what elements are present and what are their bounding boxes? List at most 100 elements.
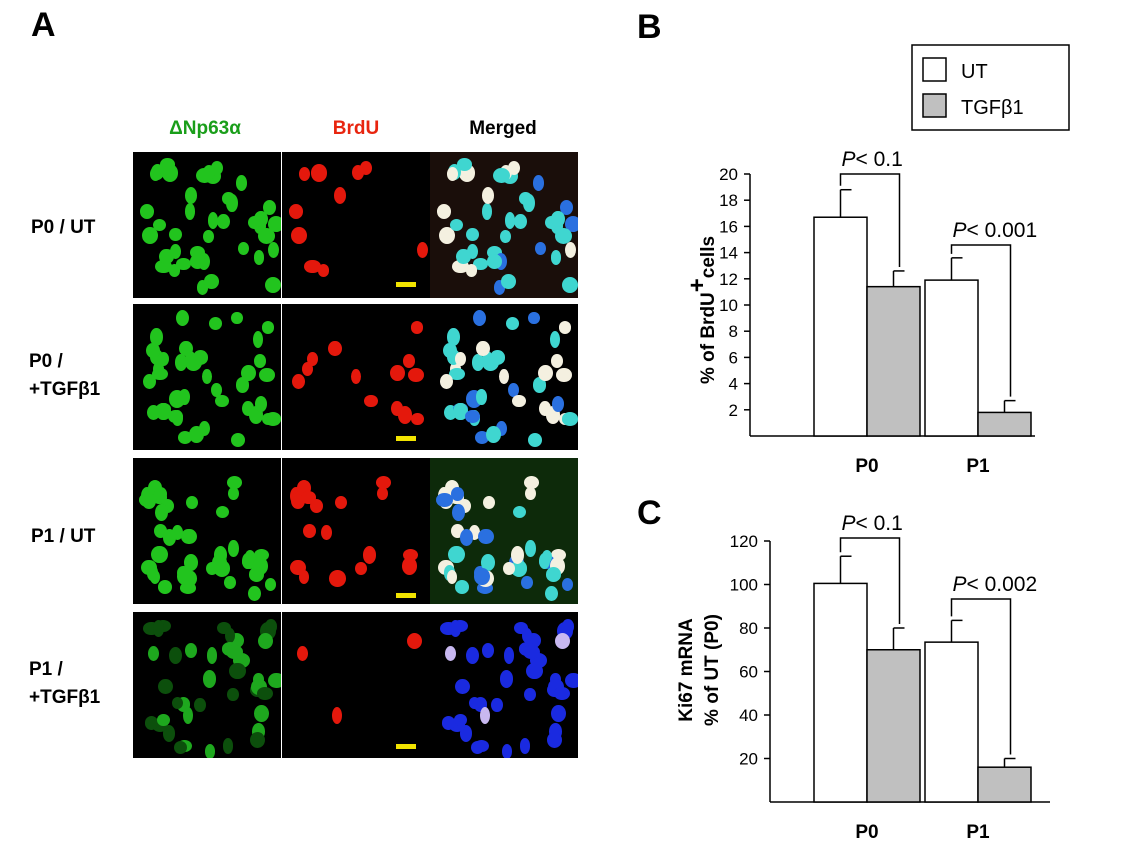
cell-nucleus bbox=[500, 274, 516, 289]
cell-nucleus bbox=[555, 633, 570, 650]
cell-nucleus bbox=[148, 646, 160, 662]
x-tick-label: P1 bbox=[966, 456, 990, 477]
cell-nucleus bbox=[416, 242, 428, 259]
cell-nucleus bbox=[152, 620, 164, 637]
cell-nucleus bbox=[489, 349, 506, 365]
cell-nucleus bbox=[198, 420, 210, 436]
x-tick-label: P0 bbox=[855, 456, 878, 477]
cell-nucleus bbox=[512, 394, 526, 408]
cell-nucleus bbox=[237, 241, 249, 255]
cell-nucleus bbox=[183, 707, 194, 725]
cell-nucleus bbox=[181, 528, 197, 545]
cell-nucleus bbox=[259, 367, 276, 383]
cell-nucleus bbox=[157, 714, 170, 727]
p-value-text: < 0.002 bbox=[967, 573, 1038, 596]
cell-nucleus bbox=[561, 276, 578, 294]
y-tick-label: 20 bbox=[739, 750, 758, 769]
cell-nucleus bbox=[446, 166, 459, 181]
cell-nucleus bbox=[466, 244, 478, 260]
cell-nucleus bbox=[564, 672, 578, 689]
y-tick-label: 20 bbox=[719, 165, 738, 184]
cell-nucleus bbox=[160, 158, 175, 171]
cell-nucleus bbox=[307, 352, 318, 367]
cell-nucleus bbox=[209, 316, 223, 330]
cell-nucleus bbox=[546, 731, 563, 749]
cell-nucleus bbox=[539, 552, 551, 569]
cell-nucleus bbox=[561, 412, 578, 426]
cell-nucleus bbox=[448, 545, 466, 564]
cell-nucleus bbox=[456, 248, 471, 265]
cell-nucleus bbox=[455, 580, 469, 594]
cell-nucleus bbox=[453, 402, 468, 421]
cell-nucleus bbox=[443, 342, 457, 359]
cell-nucleus bbox=[252, 331, 263, 349]
cell-nucleus bbox=[206, 646, 218, 664]
cell-nucleus bbox=[253, 705, 269, 723]
cell-nucleus bbox=[472, 354, 484, 371]
cell-nucleus bbox=[153, 219, 167, 232]
cell-nucleus bbox=[527, 311, 540, 325]
cell-nucleus bbox=[222, 192, 235, 205]
micrograph-r1-c3 bbox=[430, 152, 578, 298]
y-axis-label-part: cells bbox=[698, 236, 719, 278]
cell-nucleus bbox=[455, 352, 466, 367]
cell-nucleus bbox=[564, 242, 576, 259]
cell-nucleus bbox=[481, 202, 493, 221]
y-tick-label: 6 bbox=[729, 348, 738, 367]
y-tick-label: 2 bbox=[729, 401, 738, 420]
cell-nucleus bbox=[460, 529, 474, 547]
cell-nucleus bbox=[558, 321, 572, 334]
cell-nucleus bbox=[309, 499, 324, 514]
micrograph-r3-c3 bbox=[430, 458, 578, 604]
cell-nucleus bbox=[398, 406, 413, 424]
cell-nucleus bbox=[525, 486, 536, 500]
cell-nucleus bbox=[254, 354, 267, 368]
cell-nucleus bbox=[511, 546, 525, 564]
cell-nucleus bbox=[257, 227, 275, 244]
cell-nucleus bbox=[534, 241, 546, 255]
cell-nucleus bbox=[215, 394, 229, 408]
cell-nucleus bbox=[451, 486, 465, 501]
micrograph-r2-c1 bbox=[133, 304, 281, 450]
row-label-p0-tgf: P0 / +TGFβ1 bbox=[29, 348, 100, 404]
bar-tgfβ1-p0 bbox=[866, 285, 921, 437]
cell-nucleus bbox=[449, 620, 461, 637]
cell-nucleus bbox=[561, 578, 574, 592]
y-tick-label: 16 bbox=[719, 217, 738, 236]
cell-nucleus bbox=[241, 400, 254, 417]
cell-nucleus bbox=[139, 204, 154, 219]
cell-nucleus bbox=[228, 540, 239, 557]
cell-nucleus bbox=[506, 316, 520, 330]
p-value-letter: P bbox=[842, 148, 856, 171]
cell-nucleus bbox=[151, 545, 169, 564]
cell-nucleus bbox=[503, 561, 516, 576]
cell-nucleus bbox=[185, 496, 198, 510]
cell-nucleus bbox=[468, 524, 480, 540]
row-label-line: P0 / bbox=[29, 351, 63, 372]
y-tick-label: 14 bbox=[719, 244, 738, 263]
cell-nucleus bbox=[206, 561, 219, 576]
cell-nucleus bbox=[267, 672, 281, 689]
cell-nucleus bbox=[545, 586, 559, 602]
cell-nucleus bbox=[538, 400, 551, 417]
cell-nucleus bbox=[478, 528, 494, 545]
y-tick-label: 60 bbox=[739, 663, 758, 682]
cell-nucleus bbox=[550, 705, 566, 723]
cell-nucleus bbox=[202, 368, 213, 385]
significance-bracket bbox=[950, 598, 1012, 755]
y-tick-label: 18 bbox=[719, 191, 738, 210]
cell-nucleus bbox=[351, 368, 362, 385]
legend-swatch-tgfβ1 bbox=[922, 93, 947, 118]
cell-nucleus bbox=[332, 707, 343, 725]
cell-nucleus bbox=[486, 254, 503, 270]
p-value-text: < 0.001 bbox=[967, 219, 1038, 242]
cell-nucleus bbox=[171, 524, 183, 540]
cell-nucleus bbox=[457, 158, 472, 171]
cell-nucleus bbox=[408, 367, 425, 383]
cell-nucleus bbox=[355, 561, 368, 576]
cell-nucleus bbox=[141, 226, 158, 244]
column-header-brdu: BrdU bbox=[332, 118, 380, 139]
cell-nucleus bbox=[263, 199, 277, 215]
cell-nucleus bbox=[364, 394, 378, 408]
micrograph-r3-c1 bbox=[133, 458, 281, 604]
